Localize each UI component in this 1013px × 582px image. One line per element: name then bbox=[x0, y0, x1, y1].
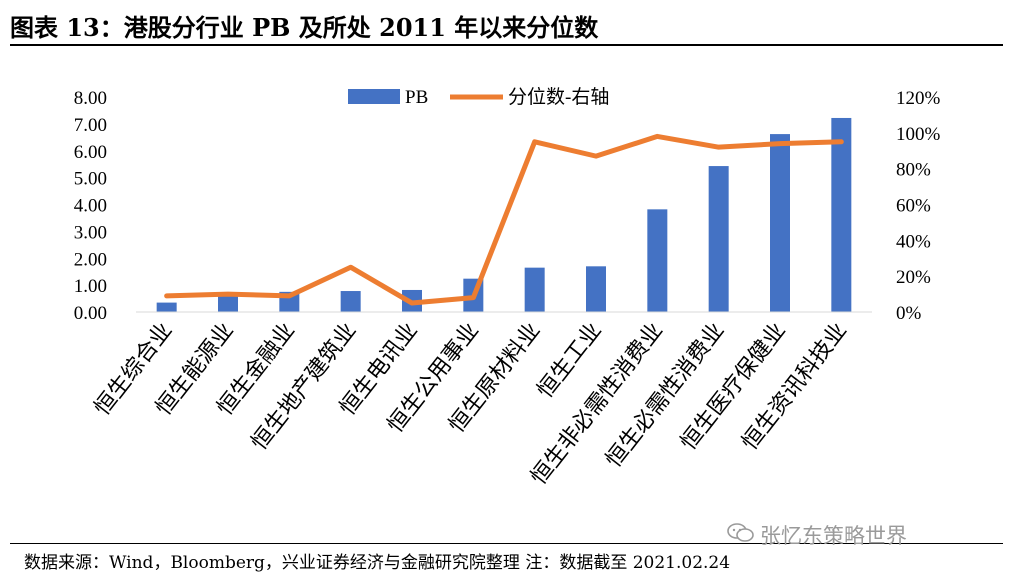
pb-percentile-chart: 0.00 1.00 2.00 3.00 4.00 5.00 6.00 7.00 8.00 0% 2… bbox=[74, 86, 941, 489]
pb-bar bbox=[708, 166, 729, 312]
left-axis-tick-label: 1.00 bbox=[74, 276, 107, 297]
pb-bar bbox=[524, 267, 545, 312]
title-divider bbox=[10, 44, 1003, 46]
right-axis-tick-label: 0% bbox=[896, 303, 922, 324]
legend-pb-label: PB bbox=[405, 87, 428, 108]
pb-bar bbox=[340, 291, 361, 312]
chart-title: 图表 13：港股分行业 PB 及所处 2011 年以来分位数 bbox=[10, 13, 599, 42]
pb-bar bbox=[647, 209, 668, 312]
left-axis-tick-label: 2.00 bbox=[74, 249, 107, 270]
right-axis-tick-label: 80% bbox=[896, 160, 931, 181]
left-axis-tick-label: 8.00 bbox=[74, 88, 107, 109]
right-axis-tick-label: 100% bbox=[896, 124, 941, 145]
right-axis-tick-label: 60% bbox=[896, 196, 931, 217]
pb-bar bbox=[156, 302, 177, 312]
left-axis-tick-label: 0.00 bbox=[74, 303, 107, 324]
footer-divider bbox=[10, 543, 1003, 544]
right-axis-tick-label: 40% bbox=[896, 231, 931, 252]
legend-pb-swatch bbox=[348, 89, 400, 104]
percentile-line bbox=[164, 133, 844, 306]
wechat-icon bbox=[727, 523, 754, 542]
watermark-text: 张忆东策略世界 bbox=[760, 524, 907, 548]
right-axis-tick-label: 120% bbox=[896, 88, 941, 109]
left-axis-tick-label: 4.00 bbox=[74, 196, 107, 217]
source-note: 数据来源：Wind，Bloomberg，兴业证券经济与金融研究院整理 注：数据截… bbox=[24, 553, 731, 573]
pb-bar bbox=[831, 117, 852, 313]
legend-percentile-label: 分位数-右轴 bbox=[508, 86, 609, 108]
left-axis-tick-label: 7.00 bbox=[74, 115, 107, 136]
right-axis-tick-label: 20% bbox=[896, 267, 931, 288]
pb-bar bbox=[218, 295, 238, 312]
left-axis-tick-label: 5.00 bbox=[74, 169, 107, 190]
left-axis-tick-label: 6.00 bbox=[74, 142, 107, 163]
pb-bar bbox=[770, 134, 790, 312]
left-axis-tick-label: 3.00 bbox=[74, 222, 107, 243]
pb-bar bbox=[586, 266, 606, 312]
